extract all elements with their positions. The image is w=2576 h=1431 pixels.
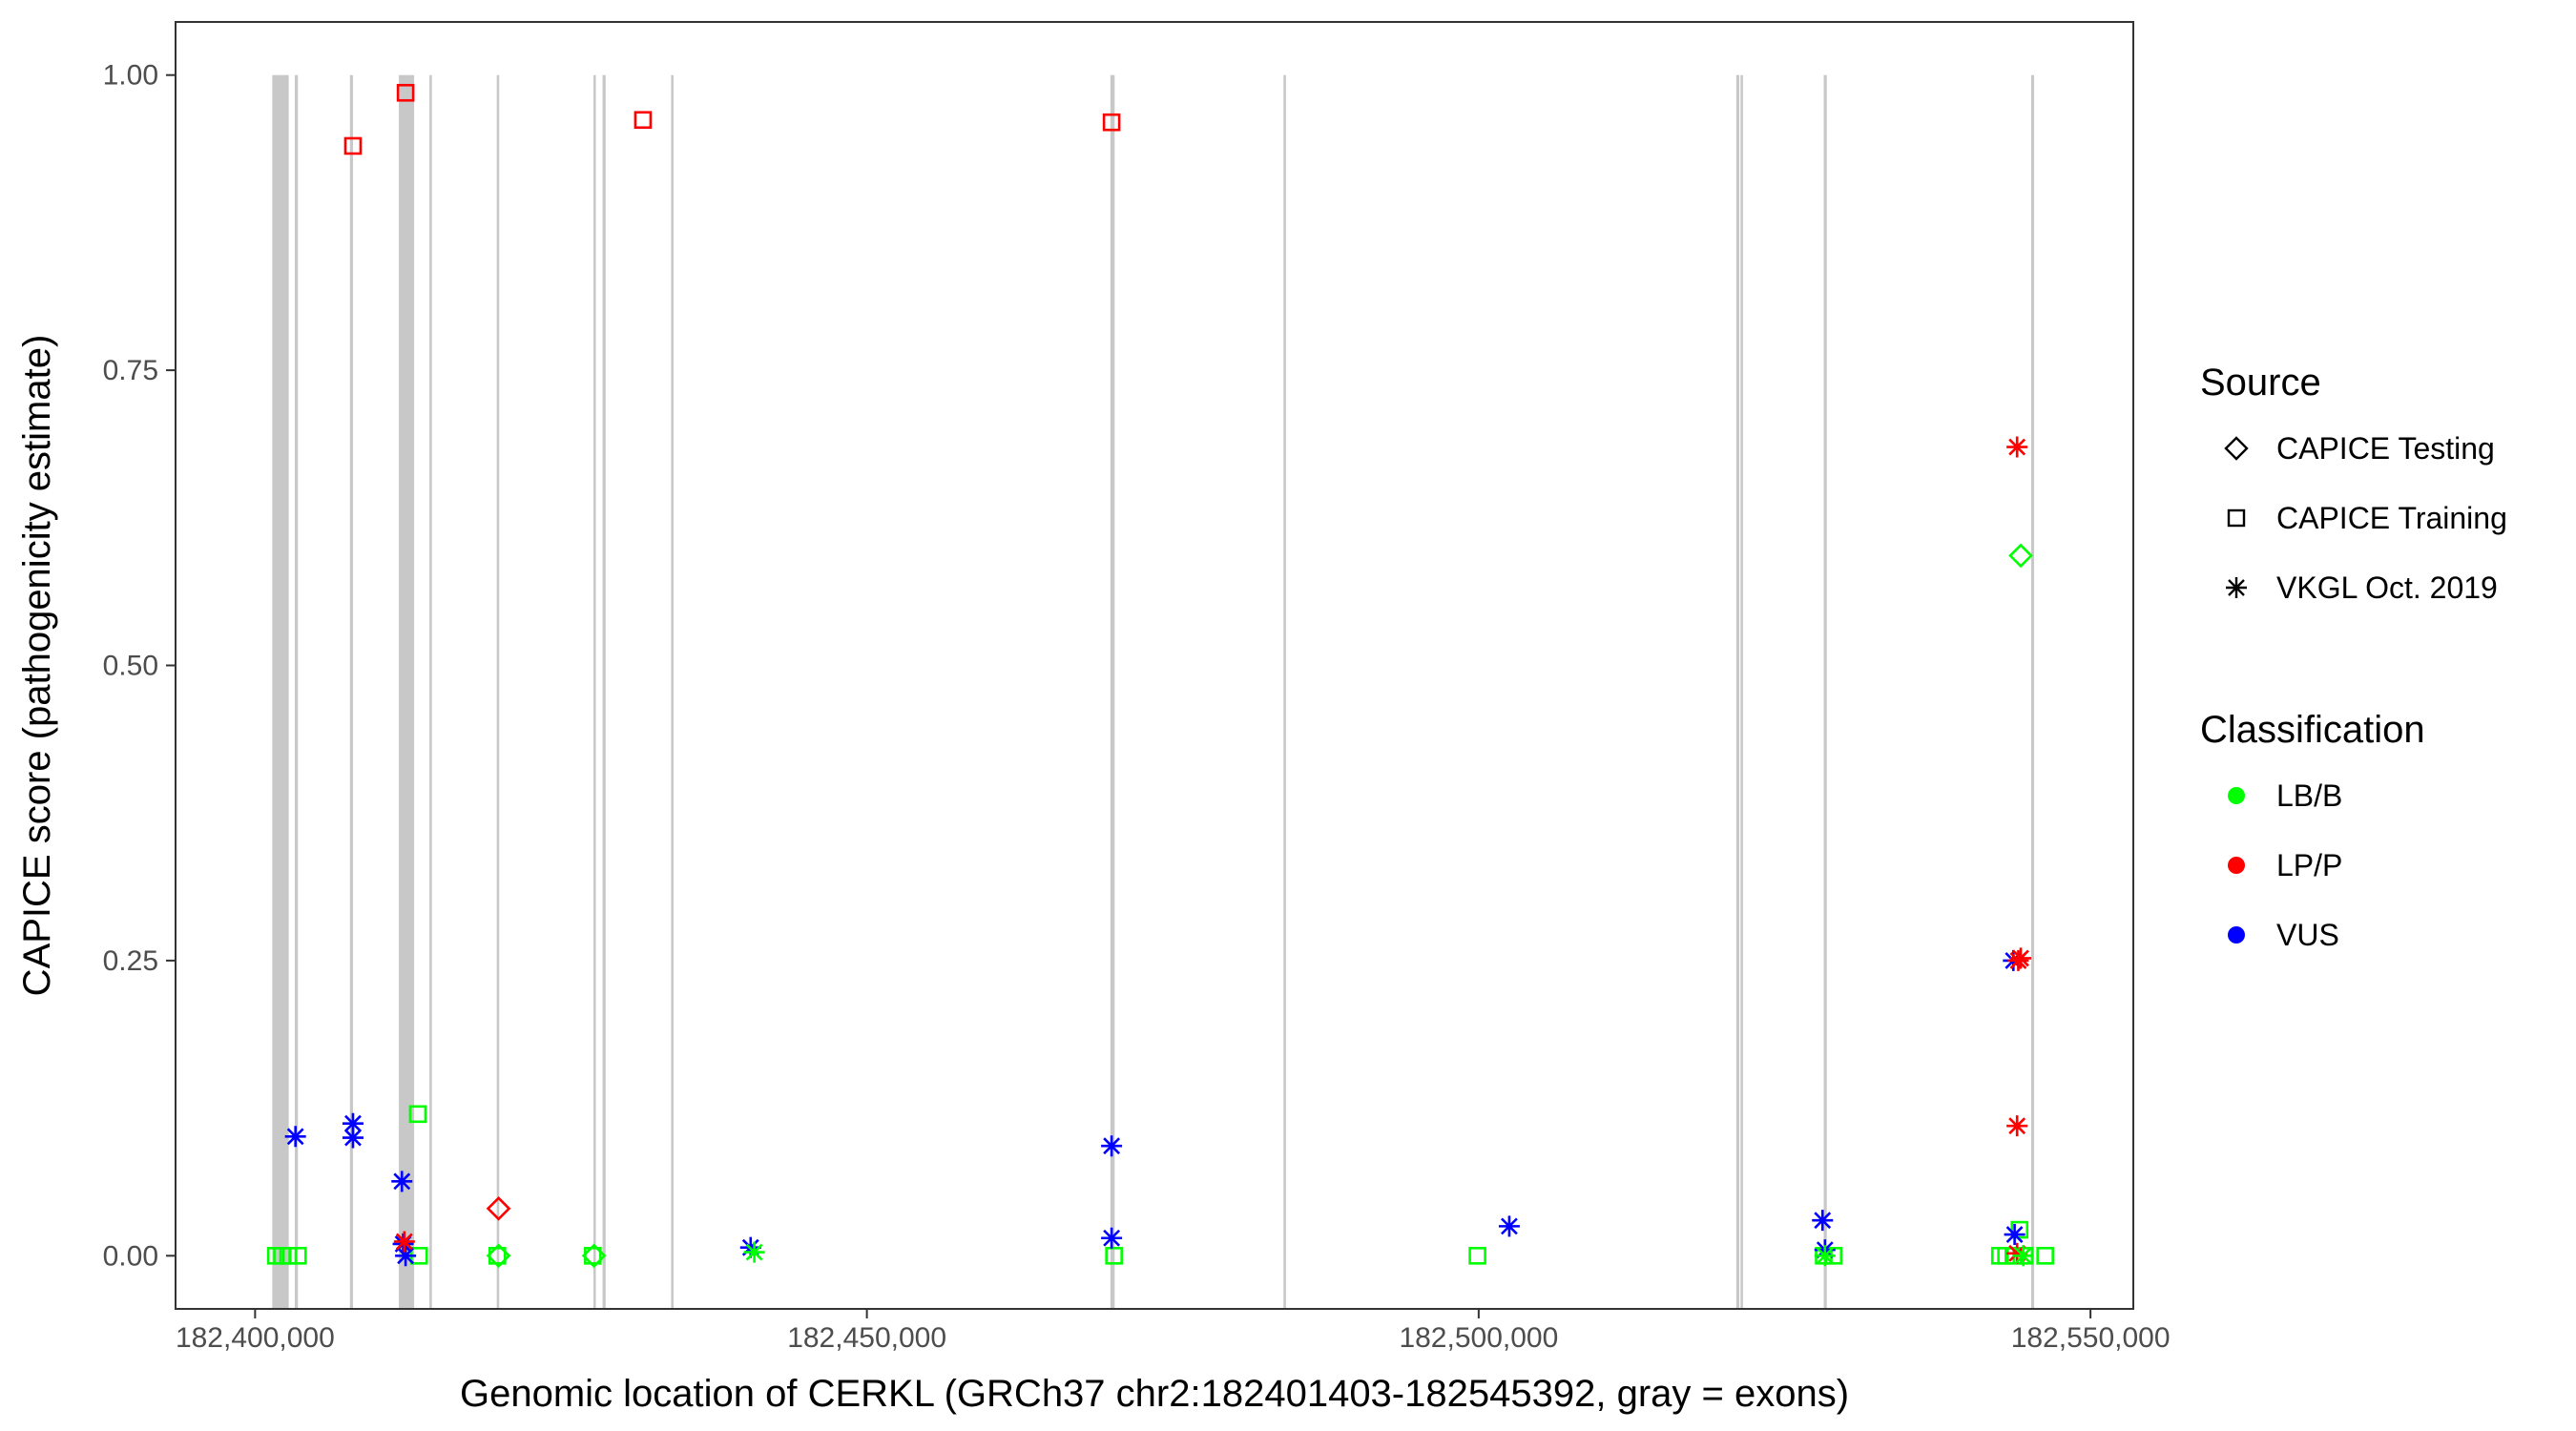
exon-band bbox=[592, 74, 596, 1310]
data-point bbox=[396, 83, 415, 102]
data-point bbox=[1101, 1227, 1123, 1249]
exon-band bbox=[1735, 74, 1740, 1310]
series-square-lpp bbox=[343, 83, 1121, 156]
exon-band bbox=[671, 74, 674, 1310]
legend-key-dot-icon bbox=[2228, 857, 2245, 874]
data-point bbox=[343, 136, 363, 156]
exon-band bbox=[496, 74, 500, 1310]
x-tick-label: 182,550,000 bbox=[2011, 1322, 2171, 1354]
x-tick-label: 182,400,000 bbox=[176, 1322, 335, 1354]
legend-key-diamond-icon bbox=[2224, 436, 2249, 461]
series-square-lbb bbox=[266, 1105, 2054, 1265]
x-axis: 182,400,000 182,450,000 182,500,000 182,550… bbox=[176, 1309, 2171, 1354]
series-diamond-lbb bbox=[486, 543, 2033, 1269]
y-axis-title: CAPICE score (pathogenicity estimate) bbox=[16, 335, 58, 997]
data-point bbox=[1468, 1247, 1486, 1265]
exon-band bbox=[399, 74, 415, 1310]
legend-key-square-icon bbox=[2227, 508, 2246, 528]
y-tick-label: 0.50 bbox=[103, 651, 158, 682]
y-tick-label: 0.25 bbox=[103, 945, 158, 977]
data-point bbox=[1101, 1135, 1123, 1157]
data-point bbox=[581, 1243, 607, 1269]
data-point bbox=[279, 1247, 298, 1265]
series-asterisk-lbb bbox=[743, 1241, 2034, 1267]
exon-band bbox=[349, 74, 353, 1310]
x-tick-label: 182,500,000 bbox=[1399, 1322, 1558, 1354]
data-point bbox=[486, 1243, 511, 1269]
y-tick-label: 0.75 bbox=[103, 355, 158, 386]
legend-classification-label: LP/P bbox=[2276, 848, 2342, 882]
data-point bbox=[1814, 1245, 1836, 1267]
exon-band bbox=[1283, 74, 1286, 1310]
data-point bbox=[391, 1171, 413, 1192]
y-axis: 0.00 0.25 0.50 0.75 1.00 bbox=[103, 60, 176, 1272]
legend-source-title: Source bbox=[2200, 362, 2321, 404]
legend-classification-title: Classification bbox=[2200, 709, 2425, 751]
x-tick-label: 182,450,000 bbox=[787, 1322, 946, 1354]
exon-band bbox=[1740, 74, 1743, 1310]
data-point bbox=[2012, 1245, 2034, 1267]
data-point bbox=[2006, 1115, 2028, 1137]
data-point bbox=[342, 1112, 364, 1134]
legend-classification-label: LB/B bbox=[2276, 778, 2342, 813]
data-point bbox=[288, 1247, 307, 1265]
legend-source-label: CAPICE Training bbox=[2276, 501, 2507, 535]
y-tick-label: 1.00 bbox=[103, 60, 158, 92]
data-points bbox=[266, 83, 2054, 1269]
plot-panel-border bbox=[175, 21, 2134, 1310]
data-point bbox=[408, 1105, 427, 1124]
exon-band bbox=[272, 74, 289, 1310]
exon-bands bbox=[272, 74, 2035, 1310]
data-point bbox=[395, 1245, 417, 1267]
data-point bbox=[2004, 1224, 2025, 1246]
data-point bbox=[284, 1126, 306, 1148]
data-point bbox=[1105, 1247, 1123, 1265]
exon-band bbox=[1110, 74, 1115, 1310]
data-point bbox=[2006, 1242, 2028, 1264]
exon-band bbox=[295, 74, 299, 1310]
legend-source-label: VKGL Oct. 2019 bbox=[2276, 570, 2498, 605]
series-diamond-lpp bbox=[486, 1195, 511, 1221]
data-point bbox=[1812, 1210, 1834, 1232]
exon-band bbox=[429, 74, 432, 1310]
data-point bbox=[2006, 436, 2028, 458]
legend-key-dot-icon bbox=[2228, 787, 2245, 804]
data-point bbox=[743, 1241, 765, 1263]
series-asterisk-lpp bbox=[393, 436, 2032, 1264]
data-point bbox=[634, 111, 653, 130]
exon-band bbox=[602, 74, 606, 1310]
data-point bbox=[2010, 947, 2032, 969]
data-point bbox=[1102, 113, 1121, 132]
exon-band bbox=[2030, 74, 2035, 1310]
data-point bbox=[2008, 543, 2033, 569]
data-point bbox=[342, 1127, 364, 1149]
legend-key-asterisk-icon bbox=[2226, 577, 2247, 598]
data-point bbox=[393, 1231, 415, 1253]
data-point bbox=[2036, 1247, 2054, 1265]
legend-classification-label: VUS bbox=[2276, 918, 2339, 952]
data-point bbox=[486, 1195, 511, 1221]
data-point bbox=[2010, 1220, 2029, 1239]
data-point bbox=[1498, 1215, 1520, 1237]
series-asterisk-vus bbox=[284, 949, 2025, 1267]
legend-key-dot-icon bbox=[2228, 926, 2245, 944]
legend-source-label: CAPICE Testing bbox=[2276, 431, 2495, 466]
exon-band bbox=[1823, 74, 1827, 1310]
y-tick-label: 0.00 bbox=[103, 1240, 158, 1272]
x-axis-title: Genomic location of CERKL (GRCh37 chr2:1… bbox=[460, 1373, 1849, 1415]
legend: Source Classification CAPICE Testing CAPI… bbox=[2200, 362, 2507, 952]
